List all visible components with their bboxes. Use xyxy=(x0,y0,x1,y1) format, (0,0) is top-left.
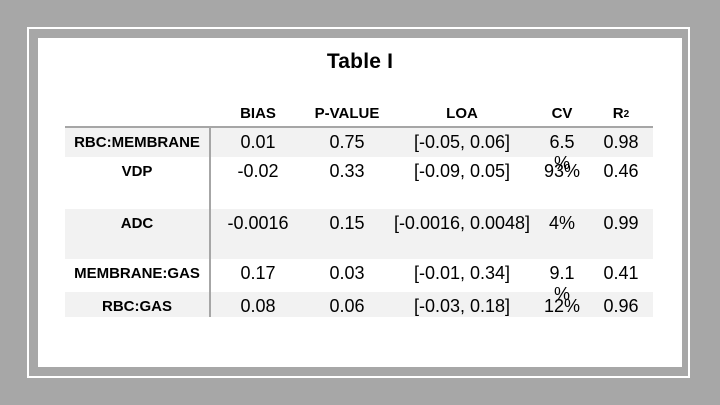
cell-bias: 0.08 xyxy=(240,296,276,316)
cell-p-value: 0.06 xyxy=(329,296,365,316)
cell-bias: 0.01 xyxy=(240,132,276,152)
col-header-cv: CV xyxy=(551,105,573,122)
col-header-empty xyxy=(65,88,211,126)
row-label: RBC:MEMBRANE xyxy=(65,128,211,174)
table-title: Table I xyxy=(326,50,394,73)
cell-loa: [-0.09, 0.05] xyxy=(413,161,511,181)
row-label: MEMBRANE:GAS xyxy=(65,259,211,305)
col-header-bias: BIAS xyxy=(240,105,276,122)
cell-r2: 0.46 xyxy=(603,161,639,181)
r2-base: R xyxy=(612,105,624,122)
col-header-p-value: P-VALUE xyxy=(314,105,380,122)
cell-p-value: 0.33 xyxy=(329,161,365,181)
table-row: ADC -0.0016 0.15 [-0.0016, 0.0048] 4% 0.… xyxy=(65,209,653,259)
cell-p-value: 0.03 xyxy=(329,263,365,283)
cell-loa: [-0.03, 0.18] xyxy=(413,296,511,316)
r2-superscript: 2 xyxy=(623,109,630,120)
row-label: RBC:GAS xyxy=(65,292,211,317)
cell-p-value: 0.15 xyxy=(329,213,365,233)
cell-r2: 0.96 xyxy=(603,296,639,316)
cell-loa: [-0.05, 0.06] xyxy=(413,132,511,152)
cell-cv: 9.1 % xyxy=(549,263,575,304)
cell-r2: 0.98 xyxy=(603,132,639,152)
cell-r2: 0.41 xyxy=(603,263,639,283)
cell-bias: -0.0016 xyxy=(227,213,289,233)
cell-loa: [-0.01, 0.34] xyxy=(413,263,511,283)
table-row: MEMBRANE:GAS 0.17 0.03 [-0.01, 0.34] 9.1… xyxy=(65,259,653,305)
cell-loa: [-0.0016, 0.0048] xyxy=(393,213,531,233)
row-label: ADC xyxy=(65,209,211,259)
table-row: RBC:MEMBRANE 0.01 0.75 [-0.05, 0.06] 6.5… xyxy=(65,128,653,174)
cell-cv: 93% xyxy=(543,161,581,181)
cell-cv: 4% xyxy=(548,213,575,233)
col-header-loa: LOA xyxy=(446,105,478,122)
table-row: VDP -0.02 0.33 [-0.09, 0.05] 93% 0.46 xyxy=(65,157,653,209)
cell-bias: 0.17 xyxy=(240,263,276,283)
cell-cv: 12% xyxy=(543,296,581,316)
cell-p-value: 0.75 xyxy=(329,132,365,152)
cell-bias: -0.02 xyxy=(237,161,279,181)
decorative-frame xyxy=(27,27,690,378)
cell-r2: 0.99 xyxy=(603,213,639,233)
cell-cv: 6.5 % xyxy=(549,132,575,173)
table-row: RBC:GAS 0.08 0.06 [-0.03, 0.18] 12% 0.96 xyxy=(65,292,653,317)
row-label: VDP xyxy=(65,157,211,209)
